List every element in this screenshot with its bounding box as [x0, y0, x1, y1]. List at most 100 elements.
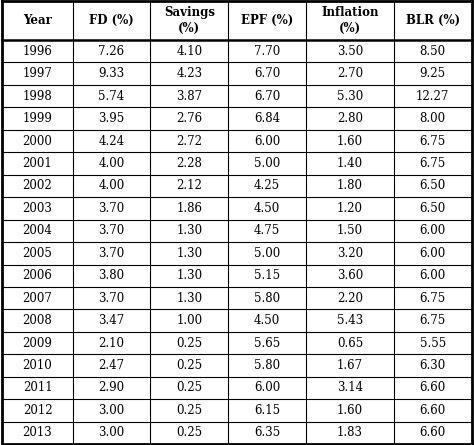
- Text: 2.28: 2.28: [176, 157, 202, 170]
- Text: 0.25: 0.25: [176, 336, 202, 350]
- Text: 3.70: 3.70: [99, 202, 125, 215]
- Text: 2002: 2002: [23, 179, 52, 192]
- Text: 6.15: 6.15: [254, 404, 280, 417]
- Text: 6.30: 6.30: [419, 359, 446, 372]
- Text: 0.25: 0.25: [176, 404, 202, 417]
- Text: 5.30: 5.30: [337, 90, 363, 103]
- Text: 2001: 2001: [23, 157, 52, 170]
- Text: 2.20: 2.20: [337, 292, 363, 305]
- Text: 5.80: 5.80: [254, 292, 280, 305]
- Text: 1.67: 1.67: [337, 359, 363, 372]
- Text: 8.00: 8.00: [419, 112, 446, 125]
- Text: 4.25: 4.25: [254, 179, 280, 192]
- Text: 6.50: 6.50: [419, 202, 446, 215]
- Text: 5.80: 5.80: [254, 359, 280, 372]
- Text: Year: Year: [23, 14, 52, 27]
- Text: 1999: 1999: [23, 112, 53, 125]
- Text: 9.33: 9.33: [99, 67, 125, 80]
- Text: 6.75: 6.75: [419, 157, 446, 170]
- Text: 1.40: 1.40: [337, 157, 363, 170]
- Text: 4.00: 4.00: [99, 157, 125, 170]
- Text: 3.87: 3.87: [176, 90, 202, 103]
- Text: 3.00: 3.00: [99, 404, 125, 417]
- Text: 2011: 2011: [23, 381, 52, 394]
- Text: 1.30: 1.30: [176, 269, 202, 282]
- Text: 2.90: 2.90: [99, 381, 125, 394]
- Text: 6.75: 6.75: [419, 134, 446, 148]
- Text: 6.60: 6.60: [419, 381, 446, 394]
- Text: 6.84: 6.84: [254, 112, 280, 125]
- Text: 4.50: 4.50: [254, 202, 280, 215]
- Text: 2003: 2003: [23, 202, 53, 215]
- Text: 5.65: 5.65: [254, 336, 280, 350]
- Text: 1.83: 1.83: [337, 426, 363, 439]
- Text: 3.47: 3.47: [99, 314, 125, 327]
- Text: 6.60: 6.60: [419, 426, 446, 439]
- Text: 4.00: 4.00: [99, 179, 125, 192]
- Text: 6.00: 6.00: [254, 381, 280, 394]
- Text: 3.80: 3.80: [99, 269, 125, 282]
- Text: 2005: 2005: [23, 247, 53, 260]
- Text: 6.00: 6.00: [254, 134, 280, 148]
- Text: 6.50: 6.50: [419, 179, 446, 192]
- Text: 1997: 1997: [23, 67, 53, 80]
- Text: 6.00: 6.00: [419, 269, 446, 282]
- Text: 1.80: 1.80: [337, 179, 363, 192]
- Text: 3.20: 3.20: [337, 247, 363, 260]
- Text: 3.50: 3.50: [337, 45, 363, 58]
- Text: 7.70: 7.70: [254, 45, 280, 58]
- Text: 5.00: 5.00: [254, 247, 280, 260]
- Text: 6.70: 6.70: [254, 90, 280, 103]
- Text: 12.27: 12.27: [416, 90, 449, 103]
- Text: 1.60: 1.60: [337, 134, 363, 148]
- Text: Inflation
(%): Inflation (%): [321, 6, 379, 35]
- Text: 4.24: 4.24: [99, 134, 125, 148]
- Text: 6.70: 6.70: [254, 67, 280, 80]
- Text: 2000: 2000: [23, 134, 53, 148]
- Text: 3.95: 3.95: [99, 112, 125, 125]
- Text: 1.86: 1.86: [176, 202, 202, 215]
- Text: 1.50: 1.50: [337, 224, 363, 237]
- Text: 1996: 1996: [23, 45, 53, 58]
- Text: 2008: 2008: [23, 314, 52, 327]
- Text: 1998: 1998: [23, 90, 52, 103]
- Text: 3.14: 3.14: [337, 381, 363, 394]
- Text: 2.70: 2.70: [337, 67, 363, 80]
- Text: 0.65: 0.65: [337, 336, 363, 350]
- Text: 1.60: 1.60: [337, 404, 363, 417]
- Text: 1.30: 1.30: [176, 224, 202, 237]
- Text: 2.47: 2.47: [99, 359, 125, 372]
- Text: 3.00: 3.00: [99, 426, 125, 439]
- Text: 2013: 2013: [23, 426, 52, 439]
- Text: 5.74: 5.74: [99, 90, 125, 103]
- Text: EPF (%): EPF (%): [241, 14, 293, 27]
- Text: 0.25: 0.25: [176, 381, 202, 394]
- Text: 6.60: 6.60: [419, 404, 446, 417]
- Text: 3.70: 3.70: [99, 292, 125, 305]
- Text: 5.55: 5.55: [419, 336, 446, 350]
- Text: 0.25: 0.25: [176, 359, 202, 372]
- Text: 6.35: 6.35: [254, 426, 280, 439]
- Text: 3.70: 3.70: [99, 247, 125, 260]
- Text: 2.72: 2.72: [176, 134, 202, 148]
- Text: 2.76: 2.76: [176, 112, 202, 125]
- Text: 2.12: 2.12: [176, 179, 202, 192]
- Text: 2.10: 2.10: [99, 336, 125, 350]
- Text: 5.15: 5.15: [254, 269, 280, 282]
- Text: 2012: 2012: [23, 404, 52, 417]
- Text: 0.25: 0.25: [176, 426, 202, 439]
- Text: 4.10: 4.10: [176, 45, 202, 58]
- Text: 1.20: 1.20: [337, 202, 363, 215]
- Text: 2007: 2007: [23, 292, 53, 305]
- Text: 2009: 2009: [23, 336, 53, 350]
- Text: Savings
(%): Savings (%): [164, 6, 215, 35]
- Text: 8.50: 8.50: [419, 45, 446, 58]
- Text: 4.50: 4.50: [254, 314, 280, 327]
- Text: 6.75: 6.75: [419, 314, 446, 327]
- Text: 9.25: 9.25: [419, 67, 446, 80]
- Text: 2.80: 2.80: [337, 112, 363, 125]
- Text: 4.75: 4.75: [254, 224, 280, 237]
- Text: 6.00: 6.00: [419, 247, 446, 260]
- Text: 6.75: 6.75: [419, 292, 446, 305]
- Text: 2004: 2004: [23, 224, 53, 237]
